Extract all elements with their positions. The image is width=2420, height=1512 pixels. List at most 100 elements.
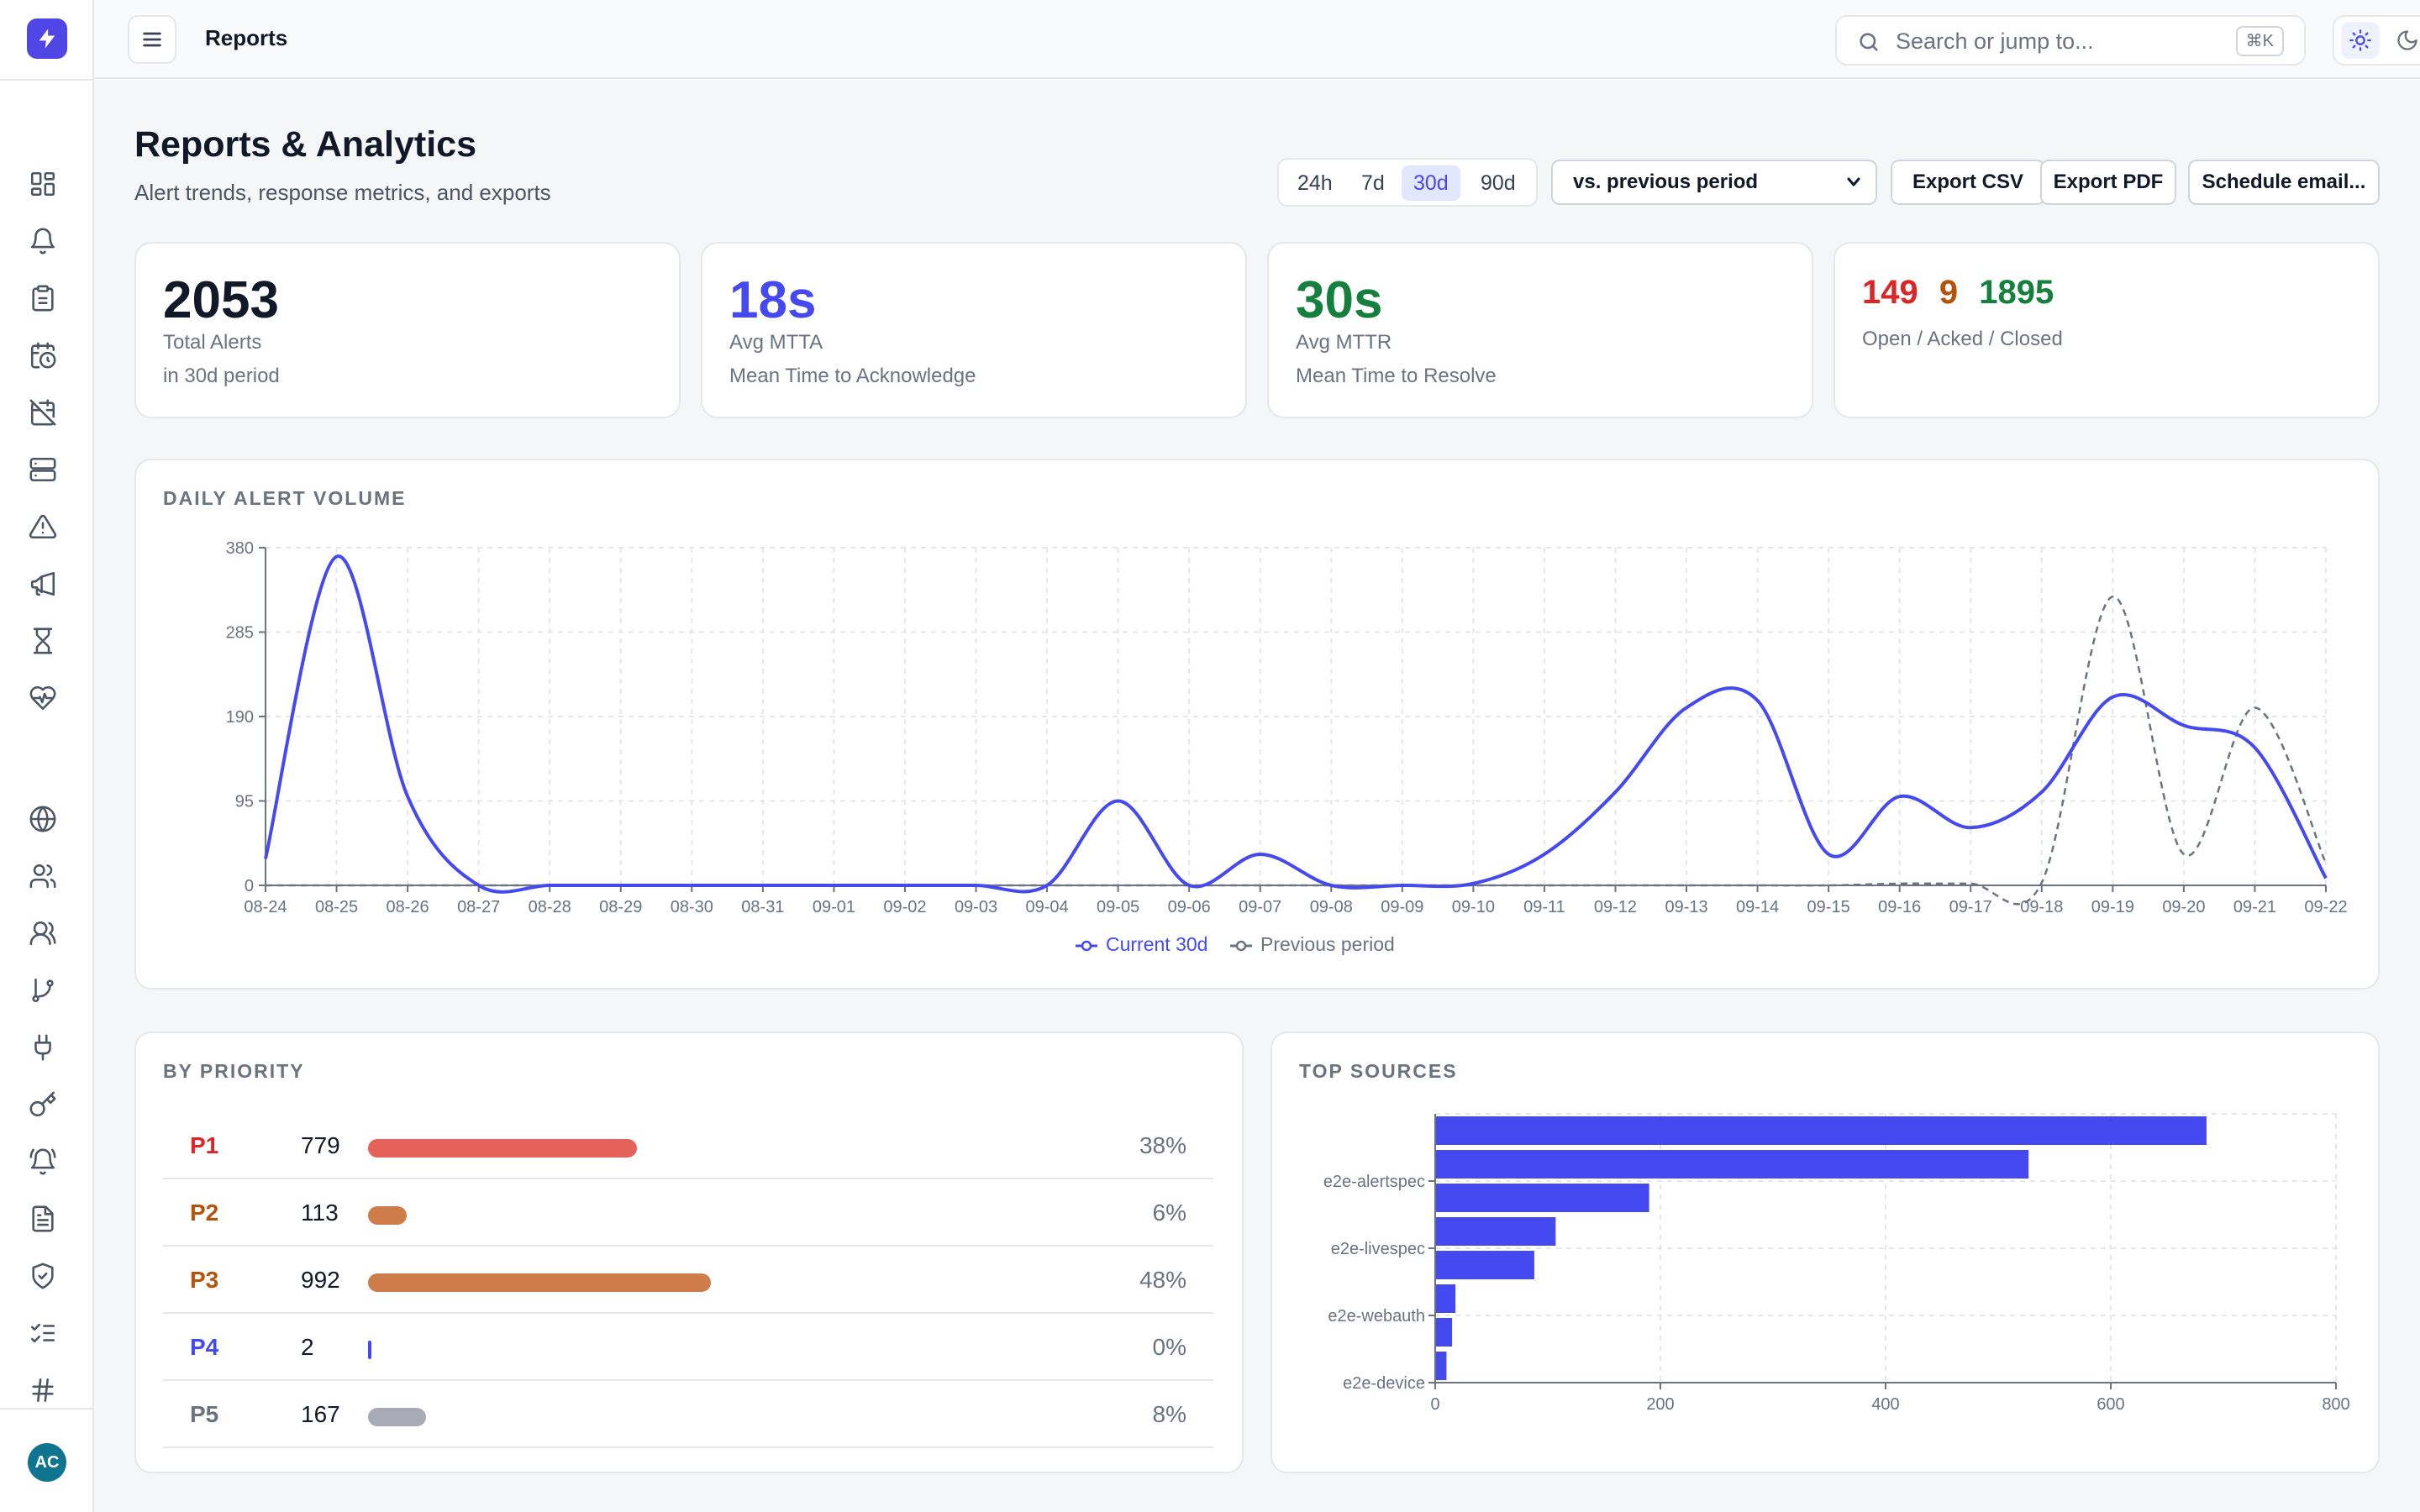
x-tick-label: 600: [2096, 1395, 2124, 1414]
globe-icon[interactable]: [29, 805, 57, 833]
compare-select[interactable]: vs. previous period: [1551, 160, 1877, 205]
x-tick-label: 09-02: [883, 898, 926, 916]
users-icon[interactable]: [29, 862, 57, 890]
x-tick-label: 09-11: [1523, 898, 1565, 916]
x-tick-label: 09-14: [1736, 898, 1779, 916]
total-alerts-sub: in 30d period: [163, 365, 280, 387]
y-tick-label: 95: [235, 793, 254, 811]
priority-name: P3: [190, 1267, 219, 1293]
warning-icon[interactable]: [29, 512, 57, 541]
megaphone-icon[interactable]: [29, 570, 57, 598]
legend-item-previous[interactable]: Previous period: [1230, 933, 1395, 955]
key-icon[interactable]: [29, 1090, 57, 1119]
dashboard-icon[interactable]: [29, 170, 57, 198]
range-30d-button[interactable]: 30d: [1402, 165, 1460, 201]
chevron-down-icon: [1844, 161, 1864, 218]
dark-theme-button[interactable]: [2388, 22, 2420, 59]
stat-card-mtta: 18s Avg MTTA Mean Time to Acknowledge: [701, 242, 1247, 418]
priority-bar: [368, 1273, 711, 1292]
mtta-value: 18s: [729, 271, 817, 329]
hash-icon[interactable]: [29, 1376, 57, 1404]
stat-card-total: 2053 Total Alerts in 30d period: [134, 242, 681, 418]
priority-row-p5[interactable]: P5 167 8%: [163, 1381, 1213, 1448]
priority-percent: 38%: [1139, 1132, 1186, 1158]
source-bar[interactable]: [1435, 1116, 2207, 1145]
legend-item-current[interactable]: Current 30d: [1076, 933, 1207, 955]
hourglass-icon[interactable]: [29, 627, 57, 655]
calendar-clock-icon[interactable]: [29, 341, 57, 370]
priority-row-p3[interactable]: P3 992 48%: [163, 1247, 1213, 1314]
sun-icon: [2349, 29, 2371, 51]
source-bar[interactable]: [1435, 1352, 1447, 1380]
priority-row-p4[interactable]: P4 2 0%: [163, 1314, 1213, 1381]
source-bar[interactable]: [1435, 1318, 1453, 1347]
sidebar: AC: [0, 0, 94, 1512]
export-csv-button[interactable]: Export CSV: [1891, 160, 2045, 205]
range-7d-button[interactable]: 7d: [1361, 171, 1385, 195]
x-tick-label: 09-21: [2233, 898, 2276, 916]
x-tick-label: 200: [1646, 1395, 1674, 1414]
mttr-sub: Mean Time to Resolve: [1296, 365, 1497, 387]
priority-name: P1: [190, 1132, 219, 1158]
export-pdf-button[interactable]: Export PDF: [2040, 160, 2176, 205]
mtta-label: Avg MTTA: [729, 331, 823, 354]
x-tick-label: 09-17: [1949, 898, 1992, 916]
git-branch-icon[interactable]: [29, 976, 57, 1005]
y-tick-label: 380: [226, 539, 254, 558]
schedule-email-button[interactable]: Schedule email...: [2188, 160, 2380, 205]
x-tick-label: 08-31: [741, 898, 784, 916]
calendar-off-icon[interactable]: [29, 398, 57, 427]
source-bar[interactable]: [1435, 1217, 1556, 1246]
priority-card: BY PRIORITY P1 779 38% P2 113 6% P3 992 48% P4 2 0%…: [134, 1032, 1244, 1473]
search-input[interactable]: Search or jump to... ⌘K: [1835, 15, 2306, 66]
priority-title: BY PRIORITY: [163, 1060, 305, 1082]
breadcrumb[interactable]: Reports: [205, 25, 288, 50]
series-line-previous: [266, 595, 2328, 906]
top-sources-chart: 0 200 400 600 800 e2e-alertspec e2e-livespec e2…: [1323, 1113, 2350, 1414]
source-label: e2e-livespec: [1331, 1240, 1425, 1258]
light-theme-button[interactable]: [2341, 22, 2380, 59]
hamburger-icon: [143, 32, 161, 47]
plug-icon[interactable]: [29, 1033, 57, 1062]
team-icon[interactable]: [29, 919, 57, 948]
source-bar[interactable]: [1435, 1251, 1534, 1279]
bell-ring-icon[interactable]: [29, 1147, 57, 1176]
range-24h-button[interactable]: 24h: [1297, 171, 1333, 195]
priority-bar: [368, 1341, 371, 1359]
daily-volume-title: DAILY ALERT VOLUME: [163, 487, 407, 509]
range-90d-button[interactable]: 90d: [1481, 171, 1516, 195]
shield-check-icon[interactable]: [29, 1262, 57, 1290]
stat-card-status: 149 9 1895 Open / Acked / Closed: [1833, 242, 2380, 418]
x-tick-label: 09-03: [955, 898, 997, 916]
source-bar[interactable]: [1435, 1184, 1649, 1212]
x-tick-label: 09-18: [2020, 898, 2063, 916]
x-tick-label: 800: [2322, 1395, 2349, 1414]
page-subtitle: Alert trends, response metrics, and expo…: [134, 180, 551, 205]
avatar[interactable]: AC: [28, 1443, 66, 1482]
x-tick-label: 09-13: [1665, 898, 1707, 916]
source-bar[interactable]: [1435, 1150, 2029, 1179]
x-tick-label: 09-15: [1807, 898, 1850, 916]
menu-button[interactable]: [128, 15, 176, 64]
source-label: e2e-alertspec: [1323, 1173, 1425, 1191]
source-bar[interactable]: [1435, 1284, 1456, 1313]
y-tick-label: 190: [226, 708, 254, 727]
server-icon[interactable]: [29, 455, 57, 484]
priority-bar-track: [368, 1408, 1057, 1426]
x-tick-label: 09-10: [1452, 898, 1495, 916]
x-tick-label: 09-07: [1239, 898, 1281, 916]
file-text-icon[interactable]: [29, 1205, 57, 1233]
clipboard-icon[interactable]: [29, 284, 57, 312]
heart-pulse-icon[interactable]: [29, 684, 57, 712]
x-tick-label: 08-28: [529, 898, 571, 916]
search-icon: [1857, 30, 1881, 54]
legend-label-previous: Previous period: [1260, 933, 1395, 955]
app-logo[interactable]: [27, 18, 67, 59]
priority-row-p2[interactable]: P2 113 6%: [163, 1179, 1213, 1247]
x-tick-label: 09-20: [2162, 898, 2205, 916]
x-tick-label: 09-22: [2304, 898, 2347, 916]
priority-row-p1[interactable]: P1 779 38%: [163, 1112, 1213, 1179]
checklist-icon[interactable]: [29, 1319, 57, 1347]
bell-icon[interactable]: [29, 227, 57, 255]
mtta-sub: Mean Time to Acknowledge: [729, 365, 976, 387]
